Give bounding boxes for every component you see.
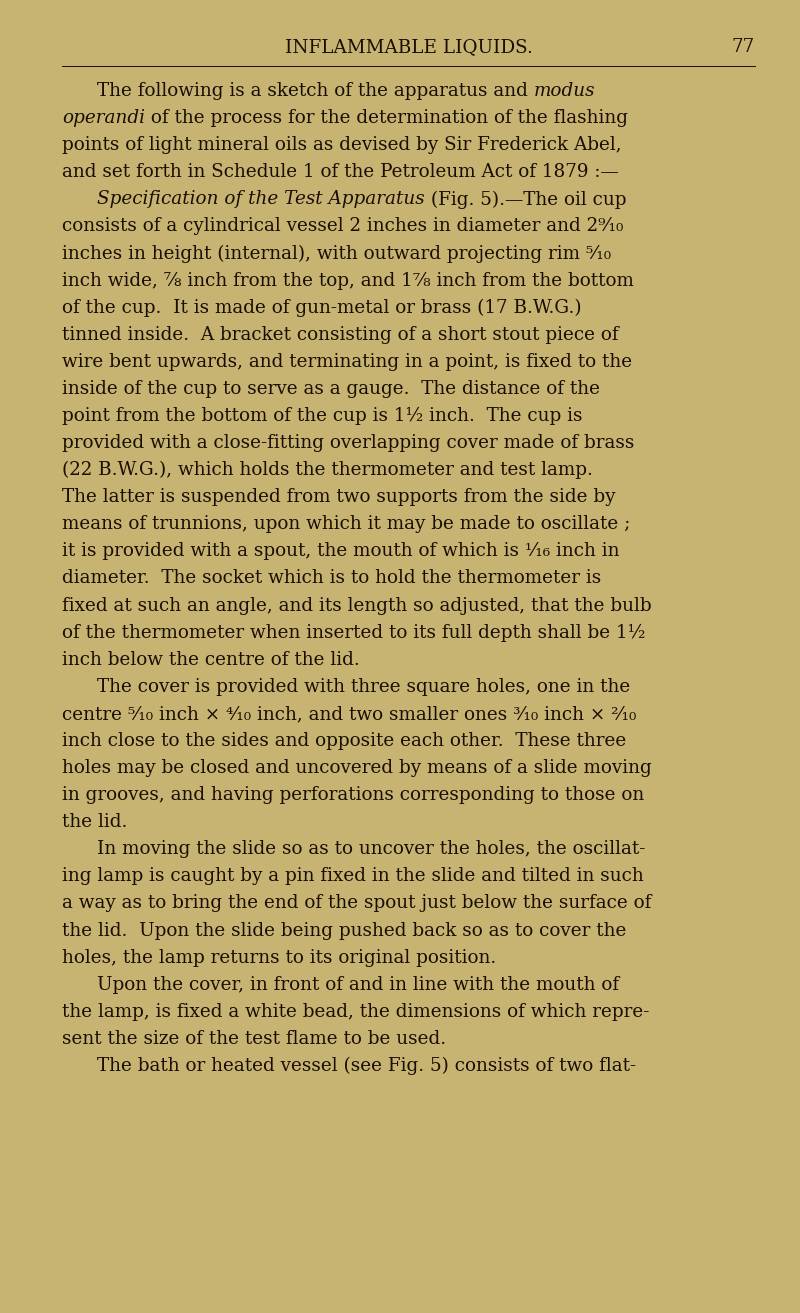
Text: INFLAMMABLE LIQUIDS.: INFLAMMABLE LIQUIDS. bbox=[285, 38, 533, 56]
Text: a way as to bring the end of the spout just below the surface of: a way as to bring the end of the spout j… bbox=[62, 894, 651, 913]
Text: The following is a sketch of the apparatus and: The following is a sketch of the apparat… bbox=[97, 81, 534, 100]
Text: centre ⁵⁄₁₀ inch × ⁴⁄₁₀ inch, and two smaller ones ³⁄₁₀ inch × ²⁄₁₀: centre ⁵⁄₁₀ inch × ⁴⁄₁₀ inch, and two sm… bbox=[62, 705, 636, 723]
Text: sent the size of the test flame to be used.: sent the size of the test flame to be us… bbox=[62, 1029, 446, 1048]
Text: The latter is suspended from two supports from the side by: The latter is suspended from two support… bbox=[62, 488, 615, 507]
Text: consists of a cylindrical vessel 2 inches in diameter and 2⁹⁄₁₀: consists of a cylindrical vessel 2 inche… bbox=[62, 218, 623, 235]
Text: inside of the cup to serve as a gauge.  The distance of the: inside of the cup to serve as a gauge. T… bbox=[62, 379, 600, 398]
Text: and set forth in Schedule 1 of the Petroleum Act of 1879 :—: and set forth in Schedule 1 of the Petro… bbox=[62, 163, 618, 181]
Text: point from the bottom of the cup is 1½ inch.  The cup is: point from the bottom of the cup is 1½ i… bbox=[62, 407, 582, 425]
Text: provided with a close-fitting overlapping cover made of brass: provided with a close-fitting overlappin… bbox=[62, 435, 634, 452]
Text: means of trunnions, upon which it may be made to oscillate ;: means of trunnions, upon which it may be… bbox=[62, 515, 630, 533]
Text: inch close to the sides and opposite each other.  These three: inch close to the sides and opposite eac… bbox=[62, 733, 626, 750]
Text: points of light mineral oils as devised by Sir Frederick Abel,: points of light mineral oils as devised … bbox=[62, 137, 622, 154]
Text: of the cup.  It is made of gun-metal or brass (17 B.W.G.): of the cup. It is made of gun-metal or b… bbox=[62, 298, 582, 316]
Text: The bath or heated vessel (see Fig. 5) consists of two flat-: The bath or heated vessel (see Fig. 5) c… bbox=[97, 1057, 636, 1075]
Text: ing lamp is caught by a pin fixed in the slide and tilted in such: ing lamp is caught by a pin fixed in the… bbox=[62, 868, 644, 885]
Text: of the process for the determination of the flashing: of the process for the determination of … bbox=[145, 109, 628, 127]
Text: inch wide, ⅞ inch from the top, and 1⁷⁄₈ inch from the bottom: inch wide, ⅞ inch from the top, and 1⁷⁄₈… bbox=[62, 272, 634, 290]
Text: Upon the cover, in front of and in line with the mouth of: Upon the cover, in front of and in line … bbox=[97, 976, 619, 994]
Text: wire bent upwards, and terminating in a point, is fixed to the: wire bent upwards, and terminating in a … bbox=[62, 353, 632, 370]
Text: it is provided with a spout, the mouth of which is ¹⁄₁₆ inch in: it is provided with a spout, the mouth o… bbox=[62, 542, 619, 561]
Text: In moving the slide so as to uncover the holes, the oscillat-: In moving the slide so as to uncover the… bbox=[97, 840, 646, 859]
Text: (22 B.W.G.), which holds the thermometer and test lamp.: (22 B.W.G.), which holds the thermometer… bbox=[62, 461, 593, 479]
Text: the lid.  Upon the slide being pushed back so as to cover the: the lid. Upon the slide being pushed bac… bbox=[62, 922, 626, 940]
Text: in grooves, and having perforations corresponding to those on: in grooves, and having perforations corr… bbox=[62, 786, 644, 804]
Text: inches in height (internal), with outward projecting rim ⁵⁄₁₀: inches in height (internal), with outwar… bbox=[62, 244, 611, 263]
Text: the lid.: the lid. bbox=[62, 813, 127, 831]
Text: operandi: operandi bbox=[62, 109, 145, 127]
Text: the lamp, is fixed a white bead, the dimensions of which repre-: the lamp, is fixed a white bead, the dim… bbox=[62, 1003, 650, 1020]
Text: 77: 77 bbox=[732, 38, 755, 56]
Text: fixed at such an angle, and its length so adjusted, that the bulb: fixed at such an angle, and its length s… bbox=[62, 596, 652, 614]
Text: (Fig. 5).—The oil cup: (Fig. 5).—The oil cup bbox=[425, 190, 626, 209]
Text: inch below the centre of the lid.: inch below the centre of the lid. bbox=[62, 651, 360, 668]
Text: tinned inside.  A bracket consisting of a short stout piece of: tinned inside. A bracket consisting of a… bbox=[62, 326, 618, 344]
Text: of the thermometer when inserted to its full depth shall be 1½: of the thermometer when inserted to its … bbox=[62, 624, 646, 642]
Text: holes, the lamp returns to its original position.: holes, the lamp returns to its original … bbox=[62, 949, 496, 966]
Text: Specification of the Test Apparatus: Specification of the Test Apparatus bbox=[97, 190, 425, 209]
Text: modus: modus bbox=[534, 81, 595, 100]
Text: holes may be closed and uncovered by means of a slide moving: holes may be closed and uncovered by mea… bbox=[62, 759, 652, 777]
Text: diameter.  The socket which is to hold the thermometer is: diameter. The socket which is to hold th… bbox=[62, 570, 602, 587]
Text: The cover is provided with three square holes, one in the: The cover is provided with three square … bbox=[97, 678, 630, 696]
